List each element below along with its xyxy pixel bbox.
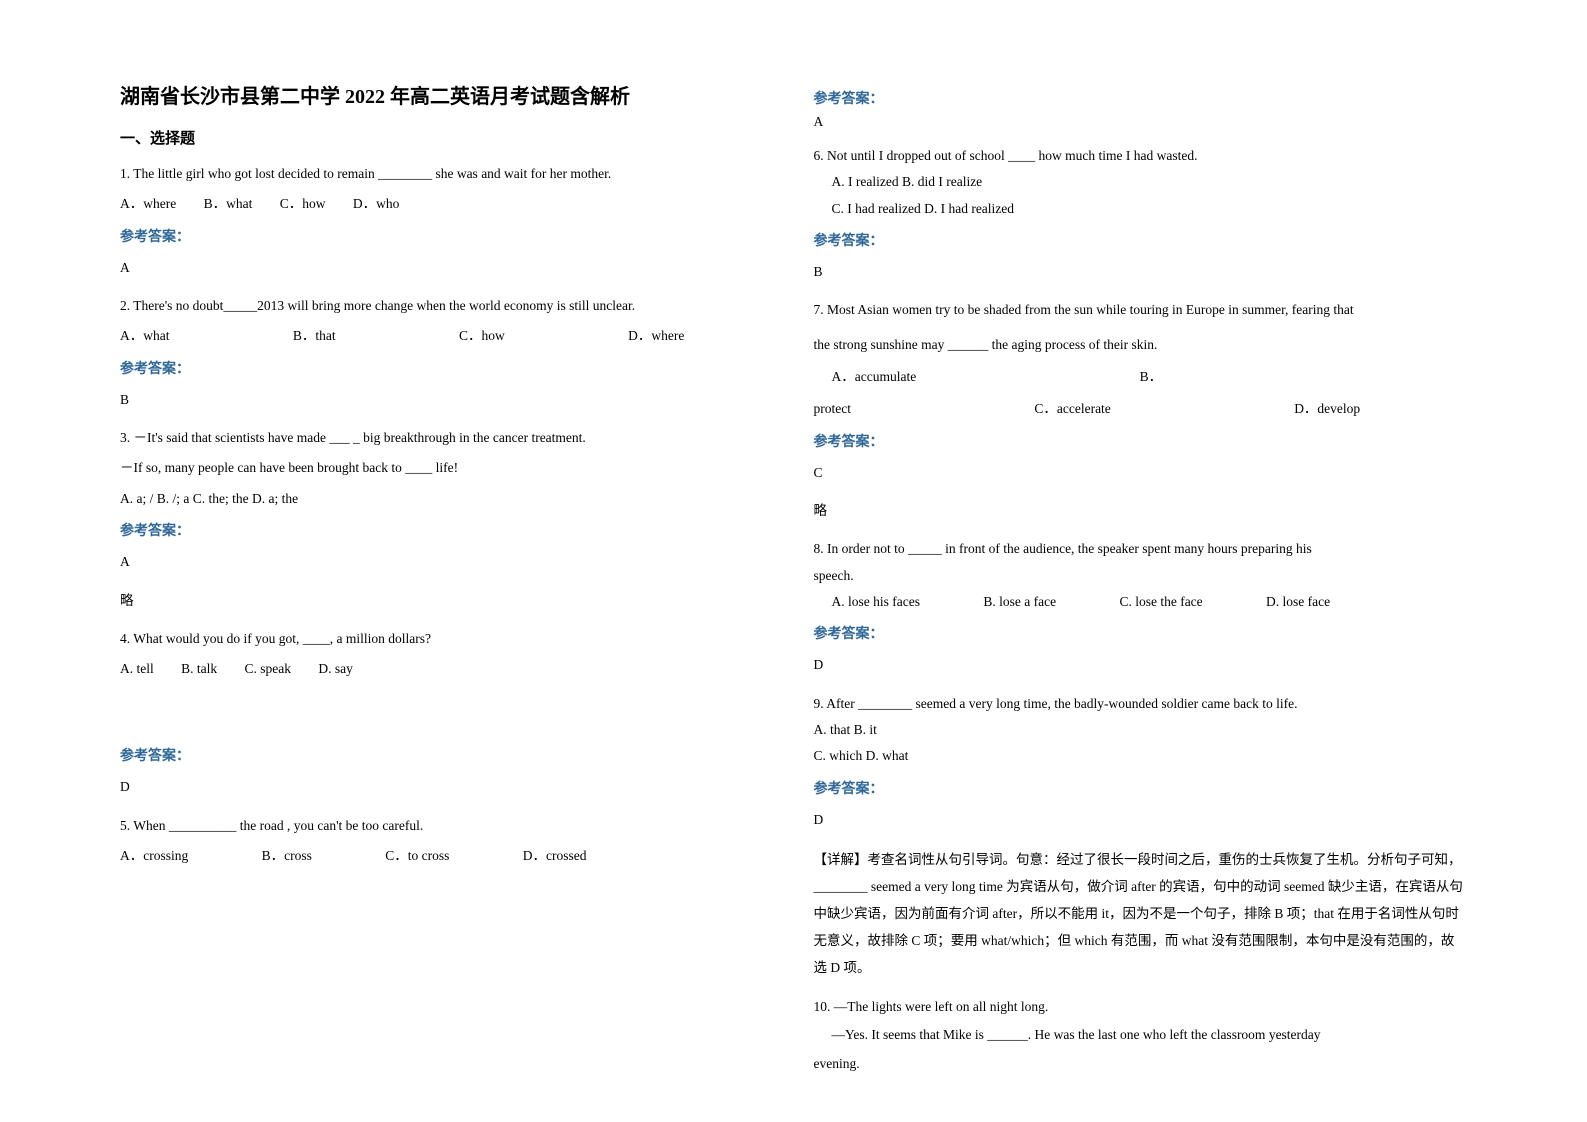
q9-options-b: C. which D. what bbox=[814, 744, 1468, 768]
q4-opt-b: B. talk bbox=[181, 657, 217, 681]
q3-answer: A bbox=[120, 550, 774, 574]
q10-text3: evening. bbox=[814, 1052, 1468, 1076]
q7-text1: 7. Most Asian women try to be shaded fro… bbox=[814, 298, 1468, 322]
q8-opt-b: B. lose a face bbox=[983, 590, 1056, 614]
answer-label: 参考答案： bbox=[814, 777, 1468, 802]
q8-opt-a: A. lose his faces bbox=[832, 590, 920, 614]
q9-options-a: A. that B. it bbox=[814, 718, 1468, 742]
q7-opt-d: D．develop bbox=[1294, 397, 1360, 421]
q4-opt-d: D. say bbox=[318, 657, 353, 681]
q1-opt-a: A．where bbox=[120, 192, 176, 216]
q8-options: A. lose his faces B. lose a face C. lose… bbox=[832, 590, 1468, 614]
q5-text: 5. When __________ the road , you can't … bbox=[120, 814, 774, 838]
question-6: 6. Not until I dropped out of school ___… bbox=[814, 144, 1468, 284]
question-7: 7. Most Asian women try to be shaded fro… bbox=[814, 298, 1468, 523]
q7-options-row1: A．accumulate B． bbox=[832, 365, 1468, 389]
question-1: 1. The little girl who got lost decided … bbox=[120, 162, 774, 280]
q1-opt-b: B．what bbox=[204, 192, 253, 216]
q9-text: 9. After ________ seemed a very long tim… bbox=[814, 692, 1468, 716]
answer-label: 参考答案： bbox=[814, 229, 1468, 254]
q2-opt-d: D．where bbox=[628, 324, 684, 348]
q1-opt-d: D．who bbox=[353, 192, 400, 216]
q2-opt-b: B．that bbox=[293, 324, 336, 348]
q5-opt-d: D．crossed bbox=[523, 844, 587, 868]
question-5: 5. When __________ the road , you can't … bbox=[120, 814, 774, 869]
q5-answer: A bbox=[814, 114, 1468, 130]
question-10: 10. —The lights were left on all night l… bbox=[814, 995, 1468, 1076]
section-header: 一、选择题 bbox=[120, 127, 774, 148]
q1-text: 1. The little girl who got lost decided … bbox=[120, 162, 774, 186]
q3-text1: 3. －It's said that scientists have made … bbox=[120, 426, 774, 450]
page-title: 湖南省长沙市县第二中学 2022 年高二英语月考试题含解析 bbox=[120, 80, 774, 109]
q8-opt-d: D. lose face bbox=[1266, 590, 1330, 614]
q7-note: 略 bbox=[814, 499, 1468, 523]
q7-opt-c: C．accelerate bbox=[1034, 397, 1110, 421]
question-4: 4. What would you do if you got, ____, a… bbox=[120, 627, 774, 800]
q5-opt-b: B．cross bbox=[262, 844, 312, 868]
q7-opt-b: B． bbox=[1140, 369, 1163, 384]
q2-opt-c: C．how bbox=[459, 324, 505, 348]
q7-answer: C bbox=[814, 461, 1468, 485]
q3-options: A. a; / B. /; a C. the; the D. a; the bbox=[120, 487, 774, 511]
q6-text: 6. Not until I dropped out of school ___… bbox=[814, 144, 1468, 168]
q9-answer: D bbox=[814, 808, 1468, 832]
question-9: 9. After ________ seemed a very long tim… bbox=[814, 692, 1468, 981]
q5-options: A．crossing B．cross C．to cross D．crossed bbox=[120, 844, 774, 868]
q5-opt-a: A．crossing bbox=[120, 844, 188, 868]
q8-text1: 8. In order not to _____ in front of the… bbox=[814, 537, 1468, 561]
q8-opt-c: C. lose the face bbox=[1119, 590, 1202, 614]
q4-opt-a: A. tell bbox=[120, 657, 154, 681]
q6-options-a: A. I realized B. did I realize bbox=[832, 170, 1468, 194]
q2-answer: B bbox=[120, 388, 774, 412]
q10-text2: —Yes. It seems that Mike is ______. He w… bbox=[832, 1023, 1468, 1047]
question-3: 3. －It's said that scientists have made … bbox=[120, 426, 774, 613]
answer-label: 参考答案： bbox=[120, 519, 774, 544]
q6-answer: B bbox=[814, 260, 1468, 284]
answer-label: 参考答案： bbox=[120, 357, 774, 382]
answer-label: 参考答案： bbox=[814, 622, 1468, 647]
q4-answer: D bbox=[120, 775, 774, 799]
q1-opt-c: C．how bbox=[280, 192, 326, 216]
q1-answer: A bbox=[120, 256, 774, 280]
answer-label: 参考答案： bbox=[120, 225, 774, 250]
q7-opt-a: A．accumulate bbox=[832, 365, 917, 389]
q1-options: A．where B．what C．how D．who bbox=[120, 192, 774, 216]
q2-text: 2. There's no doubt_____2013 will bring … bbox=[120, 294, 774, 318]
q5-opt-c: C．to cross bbox=[385, 844, 449, 868]
q4-text: 4. What would you do if you got, ____, a… bbox=[120, 627, 774, 651]
answer-label: 参考答案： bbox=[120, 744, 774, 769]
q7-text2: the strong sunshine may ______ the aging… bbox=[814, 333, 1468, 357]
q2-opt-a: A．what bbox=[120, 324, 170, 348]
left-column: 湖南省长沙市县第二中学 2022 年高二英语月考试题含解析 一、选择题 1. T… bbox=[100, 80, 794, 1082]
question-8: 8. In order not to _____ in front of the… bbox=[814, 537, 1468, 677]
q9-explanation: 【详解】考查名词性从句引导词。句意：经过了很长一段时间之后，重伤的士兵恢复了生机… bbox=[814, 846, 1468, 981]
q3-note: 略 bbox=[120, 589, 774, 613]
q6-options-b: C. I had realized D. I had realized bbox=[832, 197, 1468, 221]
q10-text1: 10. —The lights were left on all night l… bbox=[814, 995, 1468, 1019]
q4-opt-c: C. speak bbox=[245, 657, 292, 681]
q3-text2: －If so, many people can have been brough… bbox=[120, 456, 774, 480]
q8-answer: D bbox=[814, 653, 1468, 677]
q8-text2: speech. bbox=[814, 564, 1468, 588]
answer-label: 参考答案： bbox=[814, 430, 1468, 455]
q2-options: A．what B．that C．how D．where bbox=[120, 324, 774, 348]
q7-opt-b2: protect bbox=[814, 397, 851, 421]
q4-options: A. tell B. talk C. speak D. say bbox=[120, 657, 774, 681]
answer-label: 参考答案： bbox=[814, 88, 1468, 108]
question-2: 2. There's no doubt_____2013 will bring … bbox=[120, 294, 774, 412]
right-column: 参考答案： A 6. Not until I dropped out of sc… bbox=[794, 80, 1488, 1082]
q7-options-row2: protect C．accelerate D．develop bbox=[814, 397, 1468, 421]
